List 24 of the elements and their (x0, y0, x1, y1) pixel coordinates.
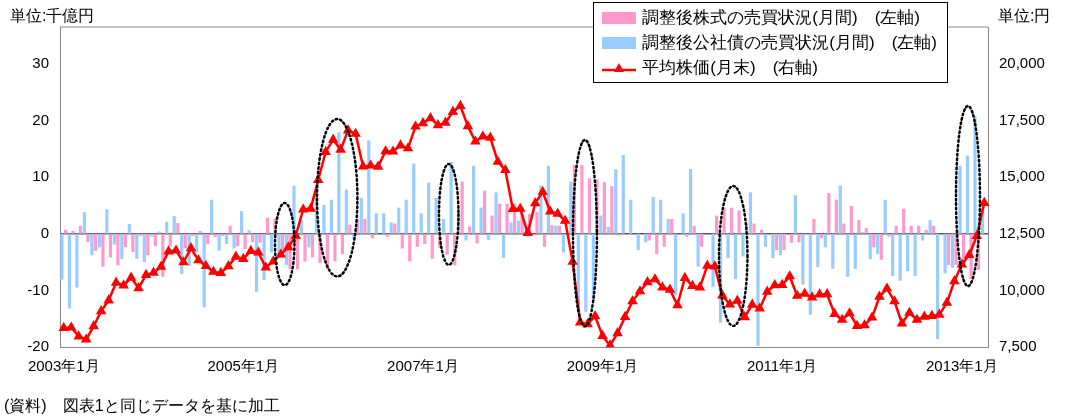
y2-tick-label: 12,500 (999, 223, 1045, 241)
y2-tick-label: 7,500 (999, 337, 1037, 355)
y2-tick-label: 10,000 (999, 280, 1045, 298)
x-tick-label: 2013年1月 (925, 357, 998, 375)
y-tick-label: 0 (40, 223, 49, 241)
x-tick-label: 2011年1月 (746, 357, 818, 375)
y-tick-label: 20 (32, 110, 49, 128)
y2-axis-title: 単位:円 (998, 6, 1051, 26)
x-tick-label: 2005年1月 (207, 357, 280, 375)
y-tick-label: -20 (27, 337, 49, 355)
legend-label: 平均株価(月末) (右軸) (642, 57, 818, 79)
y-tick-label: 10 (32, 167, 49, 185)
legend-label: 調整後株式の売買状況(月間) (左軸) (642, 7, 920, 29)
y2-tick-label: 20,000 (999, 53, 1045, 71)
y2-tick-label: 15,000 (999, 167, 1045, 185)
y-tick-label: -10 (27, 280, 49, 298)
y2-tick-label: 17,500 (999, 110, 1045, 128)
y-tick-label: 30 (32, 53, 49, 71)
legend-label: 調整後公社債の売買状況(月間) (左軸) (642, 32, 937, 54)
y-axis-title: 単位:千億円 (10, 6, 95, 26)
x-tick-label: 2007年1月 (387, 357, 459, 375)
x-tick-label: 2003年1月 (27, 357, 100, 375)
text: (資料) 図表1と同じデータを基に加工 (4, 396, 280, 416)
x-tick-label: 2009年1月 (566, 357, 639, 375)
